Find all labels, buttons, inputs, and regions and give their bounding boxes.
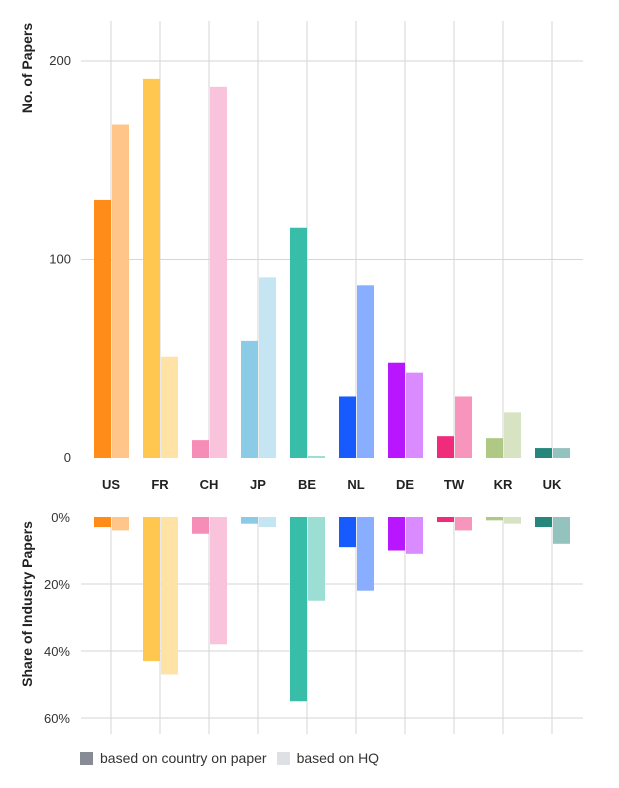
bottom-bar-paper-ch <box>192 517 209 534</box>
x-tick-label-de: DE <box>396 477 414 492</box>
bottom-bar-paper-jp <box>241 517 258 524</box>
bottom-bar-paper-kr <box>486 517 503 521</box>
labels-layer: 0 100 200 0% 20% 40% 60% US FR CH JP BE NL DE TW KR UK <box>44 53 562 726</box>
top-bar-paper-de <box>388 362 405 458</box>
x-tick-label-nl: NL <box>347 477 364 492</box>
top-y-axis-title: No. of Papers <box>19 23 35 113</box>
top-bar-hq-ch <box>210 86 227 459</box>
grid-layer <box>81 21 583 734</box>
x-tick-label-us: US <box>102 477 120 492</box>
top-bar-paper-kr <box>486 438 503 458</box>
top-bar-paper-jp <box>241 340 258 458</box>
top-bar-paper-uk <box>535 448 552 458</box>
x-tick-label-uk: UK <box>543 477 562 492</box>
bars-layer <box>94 78 570 702</box>
bottom-bar-hq-tw <box>455 517 472 531</box>
bottom-y-axis-title: Share of Industry Papers <box>19 521 35 687</box>
bottom-bar-hq-jp <box>259 517 276 528</box>
top-bar-paper-nl <box>339 396 356 458</box>
bottom-bar-paper-de <box>388 517 405 551</box>
top-y-tick-label: 0 <box>64 450 71 465</box>
legend-swatch-hq <box>276 751 290 765</box>
bottom-bar-hq-de <box>406 517 423 554</box>
legend-item-paper: based on country on paper <box>80 750 267 766</box>
legend-swatch-paper <box>80 751 93 765</box>
top-bar-paper-ch <box>192 440 209 458</box>
bottom-bar-paper-fr <box>143 517 160 662</box>
top-bar-hq-de <box>406 372 423 458</box>
top-y-tick-label: 200 <box>49 53 71 68</box>
bottom-bar-paper-be <box>290 517 307 702</box>
top-bar-hq-tw <box>455 396 472 458</box>
x-tick-label-tw: TW <box>444 477 465 492</box>
bottom-bar-paper-uk <box>535 517 552 528</box>
bottom-y-tick-label: 60% <box>44 711 70 726</box>
bottom-bar-paper-us <box>94 517 111 528</box>
top-bar-hq-jp <box>259 277 276 458</box>
x-tick-label-ch: CH <box>200 477 219 492</box>
bottom-y-tick-label: 0% <box>51 510 70 525</box>
legend: based on country on paper based on HQ <box>80 750 389 766</box>
bottom-bar-hq-us <box>112 517 129 531</box>
x-tick-label-jp: JP <box>250 477 266 492</box>
top-bar-hq-be <box>308 456 325 458</box>
bottom-bar-hq-nl <box>357 517 374 591</box>
x-tick-label-fr: FR <box>151 477 169 492</box>
bottom-bar-hq-kr <box>504 517 521 524</box>
legend-label-hq: based on HQ <box>296 750 380 766</box>
bottom-bar-paper-nl <box>339 517 356 548</box>
top-bar-hq-fr <box>161 356 178 458</box>
top-bar-paper-tw <box>437 436 454 458</box>
bottom-bar-hq-be <box>308 517 325 601</box>
top-y-tick-label: 100 <box>49 252 71 267</box>
top-bar-paper-us <box>94 199 111 458</box>
bottom-bar-hq-fr <box>161 517 178 675</box>
top-bar-hq-uk <box>553 448 570 458</box>
x-tick-label-be: BE <box>298 477 316 492</box>
top-bar-paper-fr <box>143 78 160 459</box>
x-tick-label-kr: KR <box>494 477 513 492</box>
legend-item-hq: based on HQ <box>276 750 380 766</box>
bottom-bar-hq-ch <box>210 517 227 645</box>
bottom-bar-paper-tw <box>437 517 454 523</box>
top-bar-hq-nl <box>357 285 374 458</box>
bottom-y-tick-label: 20% <box>44 577 70 592</box>
bottom-bar-hq-uk <box>553 517 570 544</box>
legend-label-paper: based on country on paper <box>100 750 267 766</box>
top-bar-paper-be <box>290 227 307 458</box>
bottom-y-tick-label: 40% <box>44 644 70 659</box>
top-bar-hq-us <box>112 124 129 459</box>
top-bar-hq-kr <box>504 412 521 458</box>
